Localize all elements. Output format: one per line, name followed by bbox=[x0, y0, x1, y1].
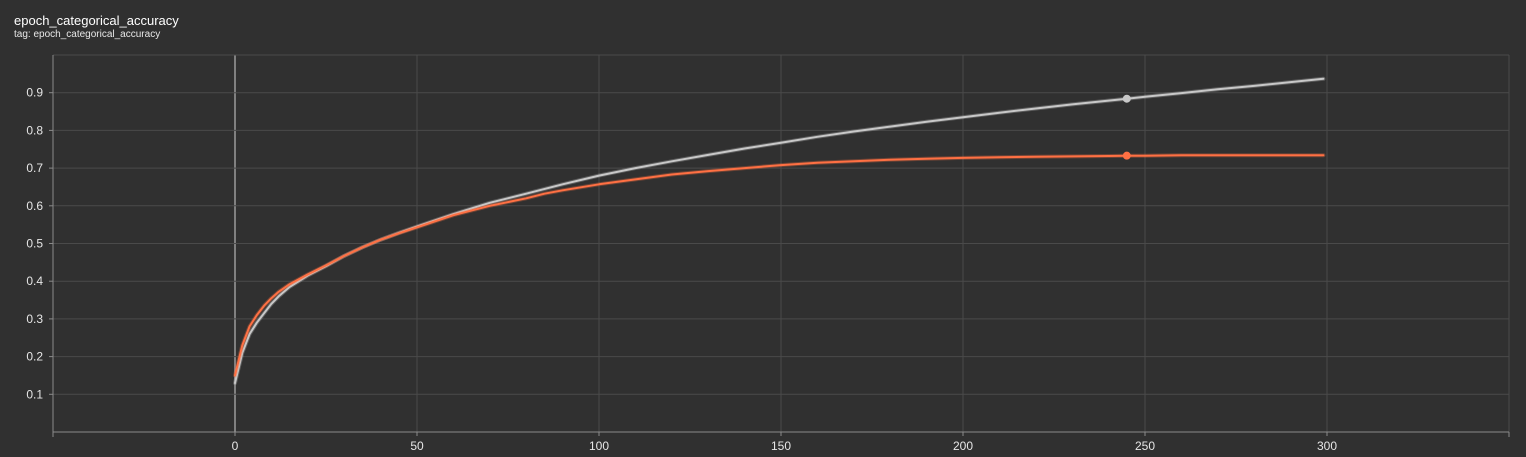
y-tick-label: 0.7 bbox=[26, 161, 43, 175]
series-validation-line bbox=[234, 154, 1325, 377]
chart-header: epoch_categorical_accuracy tag: epoch_ca… bbox=[14, 13, 179, 41]
chart-title: epoch_categorical_accuracy bbox=[14, 13, 179, 28]
x-tick-label: 200 bbox=[953, 439, 973, 452]
x-tick-label: 100 bbox=[589, 439, 609, 452]
axis-layer: 0 50 100 150 200 250 300 0.1 0.2 0.3 0.4 0.5 0.6 0.7 0… bbox=[26, 55, 1510, 453]
series-train-halo bbox=[233, 76, 1326, 385]
marker-layer bbox=[1122, 94, 1131, 160]
x-tick-label: 300 bbox=[1317, 439, 1337, 452]
series-layer bbox=[233, 76, 1326, 385]
y-tick-label: 0.6 bbox=[26, 199, 43, 213]
series-train-marker bbox=[1122, 94, 1131, 103]
y-tick-label: 0.5 bbox=[26, 237, 43, 251]
x-tick-label: 0 bbox=[232, 439, 239, 452]
series-validation-marker bbox=[1122, 151, 1131, 160]
y-tick-label: 0.1 bbox=[26, 387, 43, 401]
y-tick-label: 0.4 bbox=[26, 274, 43, 288]
x-tick-label: 150 bbox=[771, 439, 791, 452]
x-tick-label: 50 bbox=[410, 439, 424, 452]
y-tick-label: 0.3 bbox=[26, 312, 43, 326]
chart-tag-line: tag: epoch_categorical_accuracy bbox=[14, 29, 161, 40]
y-tick-label: 0.9 bbox=[26, 86, 43, 100]
x-tick-label: 250 bbox=[1135, 439, 1155, 452]
y-tick-label: 0.2 bbox=[26, 350, 43, 364]
series-train-line bbox=[234, 77, 1325, 384]
y-tick-label: 0.8 bbox=[26, 123, 43, 137]
series-validation-halo bbox=[233, 153, 1326, 378]
grid-layer bbox=[53, 54, 1510, 432]
